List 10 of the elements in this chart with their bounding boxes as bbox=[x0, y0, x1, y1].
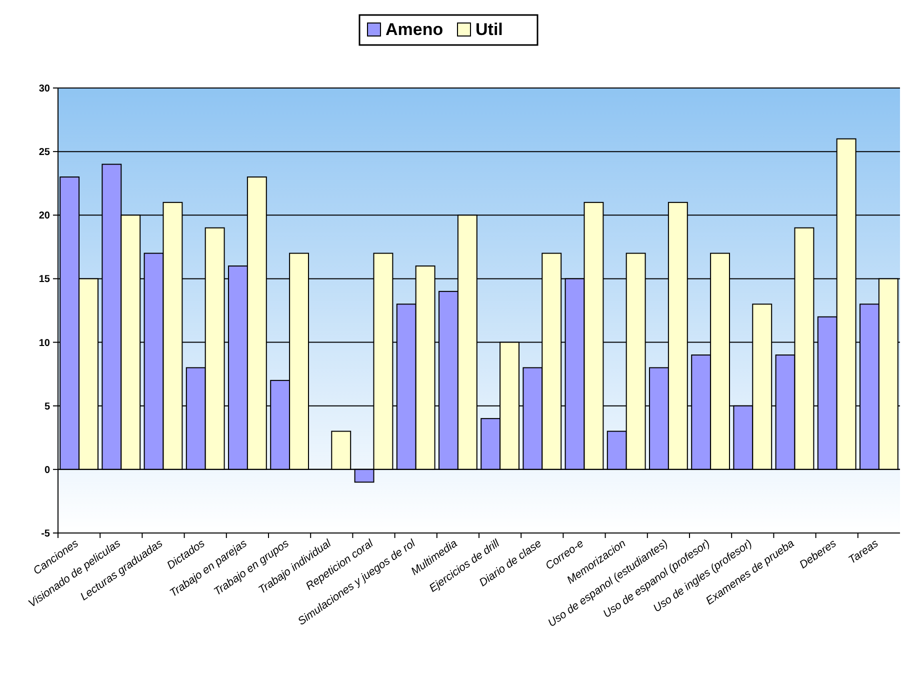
y-tick-label: 30 bbox=[38, 84, 50, 94]
y-tick-label: 5 bbox=[44, 401, 50, 412]
legend-label: Util bbox=[476, 20, 503, 39]
y-tick-label: 20 bbox=[38, 210, 50, 222]
y-tick-label: 15 bbox=[38, 274, 50, 286]
y-tick-label: 0 bbox=[44, 464, 50, 476]
y-tick-label: -5 bbox=[41, 528, 50, 540]
legend-label: Ameno bbox=[386, 20, 444, 39]
y-tick-label: 10 bbox=[38, 338, 50, 349]
y-tick-label: 25 bbox=[38, 147, 50, 158]
